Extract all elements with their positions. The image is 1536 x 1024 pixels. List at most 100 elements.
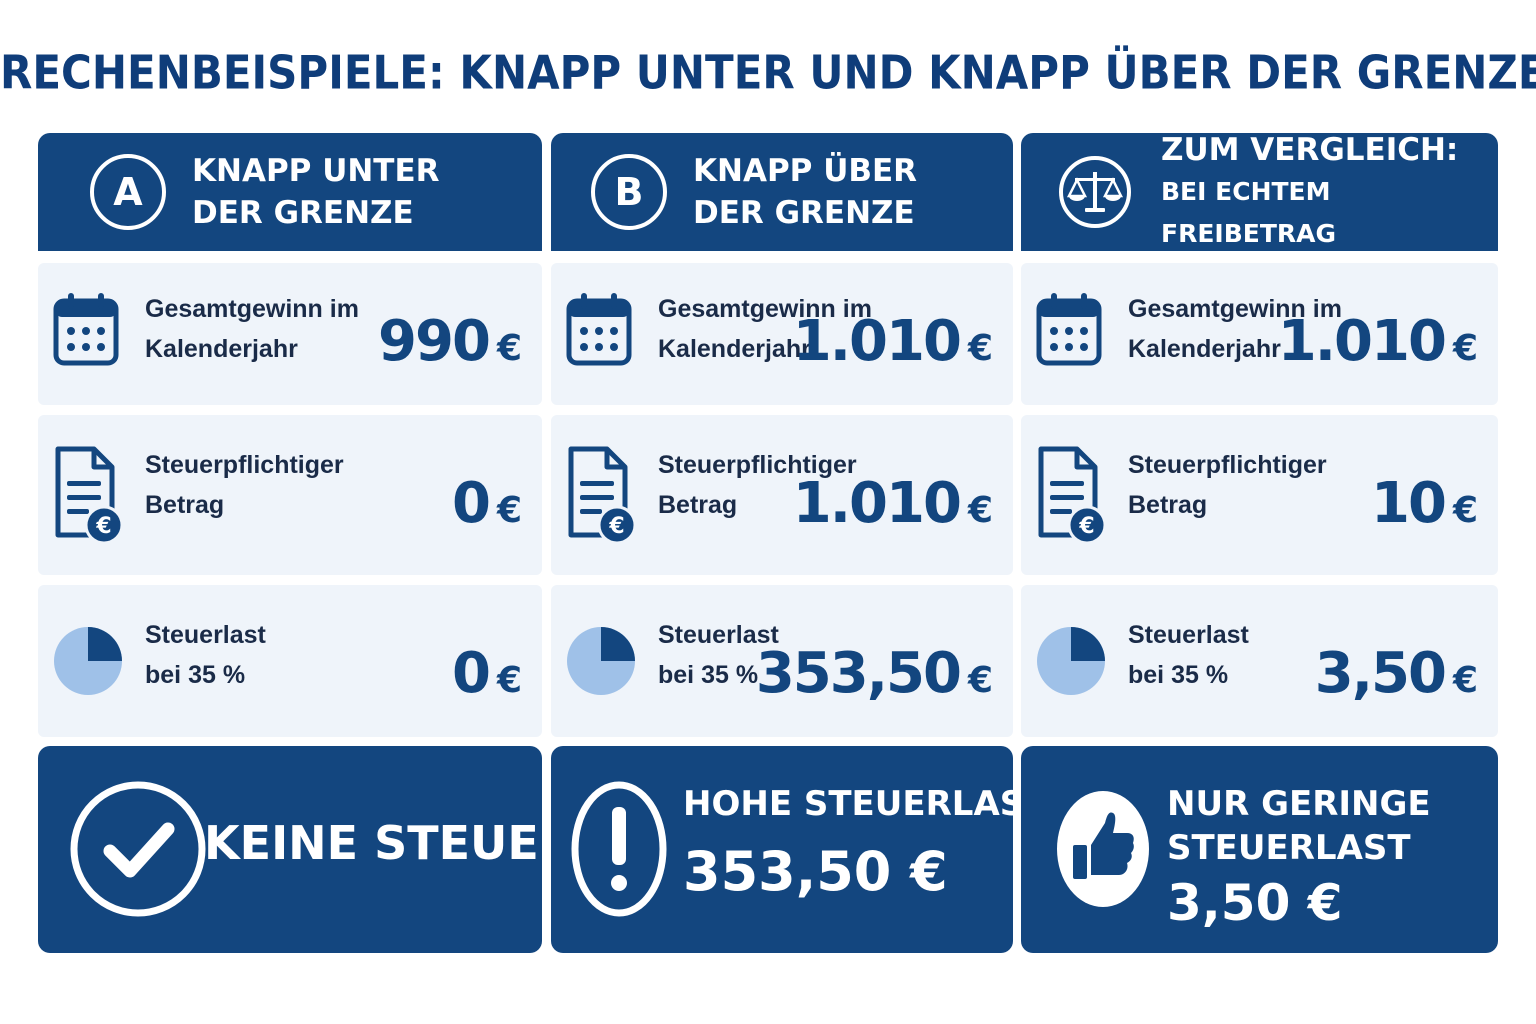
amount: 990: [378, 309, 491, 374]
document-euro-icon: €: [568, 446, 637, 545]
currency: €: [496, 328, 522, 369]
label-line-1: Gesamtgewinn im: [145, 295, 359, 323]
row-steuerpflichtig: € Steuerpflichtiger Betrag 10 €: [1021, 415, 1498, 575]
label-line-2: Betrag: [1128, 491, 1208, 519]
row-value: 1.010 €: [1278, 309, 1478, 374]
label-line-1: Steuerpflichtiger: [145, 451, 344, 479]
result-line-2: STEUERLAST: [1167, 828, 1411, 868]
currency: €: [967, 328, 993, 369]
document-euro-icon: €: [1038, 446, 1107, 545]
row-value: 0 €: [452, 471, 522, 536]
header-line-1: KNAPP ÜBER: [693, 153, 918, 189]
pie-chart-icon: [567, 627, 635, 695]
document-euro-icon: €: [55, 446, 124, 545]
amount: 10: [1371, 471, 1447, 536]
column-header: B KNAPP ÜBER DER GRENZE: [551, 133, 1013, 251]
row-gesamtgewinn: Gesamtgewinn im Kalenderjahr 990 €: [38, 263, 542, 405]
label-line-2: Kalenderjahr: [145, 335, 298, 363]
amount: 1.010: [1277, 309, 1447, 374]
amount: 0: [451, 471, 491, 536]
row-value: 353,50 €: [756, 641, 993, 706]
scale-icon: [1059, 156, 1131, 228]
row-value: 10 €: [1371, 471, 1478, 536]
label-line-2: bei 35 %: [1128, 661, 1229, 689]
calendar-icon: [566, 293, 632, 366]
result-line-1: NUR GERINGE: [1167, 784, 1431, 824]
label-line-2: bei 35 %: [658, 661, 759, 689]
label-line-2: Kalenderjahr: [1128, 335, 1281, 363]
calendar-icon: [1036, 293, 1102, 366]
row-label: Steuerpflichtiger Betrag: [145, 445, 344, 525]
result-box: KEINE STEUER: [38, 746, 574, 953]
currency: €: [967, 660, 993, 701]
exclamation-circle-icon: [571, 781, 667, 917]
svg-text:€: €: [95, 514, 111, 539]
row-label: Gesamtgewinn im Kalenderjahr: [1128, 289, 1342, 369]
header-line-2: DER GRENZE: [192, 195, 414, 231]
amount: 1.010: [792, 309, 962, 374]
label-line-1: Steuerpflichtiger: [658, 451, 857, 479]
label-line-1: Gesamtgewinn im: [1128, 295, 1342, 323]
row-label: Steuerlast bei 35 %: [658, 615, 779, 695]
result-text-amount: 353,50 €: [683, 840, 948, 903]
result-box: NUR GERINGE STEUERLAST 3,50 €: [1021, 746, 1498, 953]
amount: 1.010: [792, 471, 962, 536]
checkmark-circle-icon: [70, 781, 206, 917]
currency: €: [496, 490, 522, 531]
column-knapp-ueber: B KNAPP ÜBER DER GRENZE Gesamtgewinn im …: [551, 133, 1047, 953]
label-line-1: Steuerpflichtiger: [1128, 451, 1327, 479]
header-line-2: BEI ECHTEM FREIBETRAG: [1161, 177, 1337, 248]
label-line-1: Steuerlast: [658, 621, 779, 649]
label-line-1: Steuerlast: [145, 621, 266, 649]
row-steuerpflichtig: € Steuerpflichtiger Betrag 0 €: [38, 415, 542, 575]
row-value: 1.010 €: [793, 309, 993, 374]
label-line-2: bei 35 %: [145, 661, 246, 689]
row-steuerlast: Steuerlast bei 35 % 3,50 €: [1021, 585, 1498, 737]
currency: €: [1452, 328, 1478, 369]
column-header-title: ZUM VERGLEICH: BEI ECHTEM FREIBETRAG: [1161, 129, 1498, 255]
result-text-amount: 3,50 €: [1167, 874, 1343, 932]
currency: €: [1452, 490, 1478, 531]
column-header-title: KNAPP UNTER DER GRENZE: [192, 150, 440, 234]
row-gesamtgewinn: Gesamtgewinn im Kalenderjahr 1.010 €: [551, 263, 1013, 405]
result-text-title: NUR GERINGE STEUERLAST: [1167, 782, 1431, 870]
result-text: KEINE STEUER: [204, 816, 575, 870]
label-line-2: Betrag: [658, 491, 738, 519]
column-vergleich: ZUM VERGLEICH: BEI ECHTEM FREIBETRAG Ges…: [1021, 132, 1498, 953]
row-steuerlast: Steuerlast bei 35 % 353,50 €: [551, 585, 1013, 737]
letter-badge: B: [591, 154, 667, 230]
row-value: 1.010 €: [793, 471, 993, 536]
header-line-1: ZUM VERGLEICH:: [1161, 132, 1459, 168]
currency: €: [1452, 660, 1478, 701]
label-line-2: Betrag: [145, 491, 225, 519]
column-header: A KNAPP UNTER DER GRENZE: [38, 133, 542, 251]
row-label: Gesamtgewinn im Kalenderjahr: [658, 289, 872, 369]
amount: 3,50: [1314, 641, 1447, 706]
row-steuerlast: Steuerlast bei 35 % 0 €: [38, 585, 542, 737]
row-label: Steuerlast bei 35 %: [145, 615, 266, 695]
row-gesamtgewinn: Gesamtgewinn im Kalenderjahr 1.010 €: [1021, 263, 1498, 405]
header-line-2: DER GRENZE: [693, 195, 915, 231]
column-header-title: KNAPP ÜBER DER GRENZE: [693, 150, 917, 234]
row-value: 0 €: [452, 641, 522, 706]
currency: €: [967, 490, 993, 531]
amount: 353,50: [755, 641, 962, 706]
row-label: Steuerpflichtiger Betrag: [658, 445, 857, 525]
svg-text:€: €: [608, 514, 624, 539]
thumbs-up-icon: [1057, 791, 1149, 907]
header-line-1: KNAPP UNTER: [192, 153, 440, 189]
column-header: ZUM VERGLEICH: BEI ECHTEM FREIBETRAG: [1021, 132, 1498, 251]
pie-chart-icon: [1037, 627, 1105, 695]
amount: 0: [451, 641, 491, 706]
page-title: RECHENBEISPIELE: KNAPP UNTER UND KNAPP Ü…: [0, 45, 1536, 100]
row-steuerpflichtig: € Steuerpflichtiger Betrag 1.010 €: [551, 415, 1013, 575]
row-label: Gesamtgewinn im Kalenderjahr: [145, 289, 359, 369]
row-label: Steuerpflichtiger Betrag: [1128, 445, 1327, 525]
label-line-1: Gesamtgewinn im: [658, 295, 872, 323]
column-knapp-unter: A KNAPP UNTER DER GRENZE Gesamtgewinn im…: [38, 133, 574, 953]
currency: €: [496, 660, 522, 701]
svg-text:€: €: [1078, 514, 1094, 539]
label-line-2: Kalenderjahr: [658, 335, 811, 363]
row-label: Steuerlast bei 35 %: [1128, 615, 1249, 695]
label-line-1: Steuerlast: [1128, 621, 1249, 649]
